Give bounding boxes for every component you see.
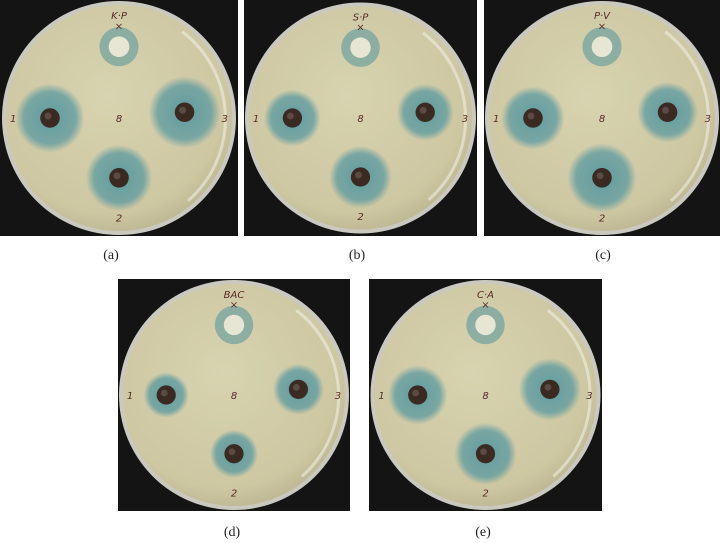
cross-mark: × [115,21,123,32]
reference-disc [223,314,245,336]
petri-dish-photo: C·A × 8 1 2 3 [369,279,602,511]
center-mark: 8 [357,114,363,125]
agar-surface [249,6,472,230]
petri-dish-photo: K·P × 8 1 2 3 [0,0,238,236]
well-label-3: 3 [586,391,592,402]
cross-mark: × [356,23,364,34]
petri-dish-drawing: S·P× 8 1 2 3 [245,2,476,234]
plate-top-label: P·V [594,11,611,22]
panel-caption: (e) [475,525,491,540]
well-highlight [596,172,604,180]
agar-surface [489,5,715,231]
well-label-2: 2 [357,212,363,223]
well-highlight [179,106,186,114]
petri-dish-photo: P·V × 8 1 2 3 [484,0,720,236]
well-highlight [286,112,294,120]
petri-dish-drawing: P·V× 8 1 2 3 [485,1,719,235]
plate-top-label: C·A [477,290,494,301]
plate-top-label: S·P [353,12,370,23]
reference-disc [350,37,371,58]
light-reflection [295,309,341,478]
light-reflection [546,309,592,478]
well-highlight [160,389,168,397]
cross-mark: × [481,300,489,311]
light-reflection [181,30,227,202]
well-label-2: 2 [116,214,122,225]
well-label-1: 1 [10,114,16,125]
well-label-3: 3 [705,114,711,125]
well-label-1: 1 [378,391,384,402]
well-label-1: 1 [493,114,499,125]
well-highlight [293,383,300,391]
reference-disc [591,36,613,58]
petri-dish-drawing: K·P× 8 1 2 3 [2,1,236,235]
center-mark: 8 [482,391,488,402]
well-highlight [480,448,487,456]
petri-dish-photo: S·P × 8 1 2 3 [244,0,477,236]
light-reflection [422,31,468,201]
well-label-3: 3 [462,114,468,125]
well-label-3: 3 [222,114,228,125]
cross-mark: × [598,21,606,32]
well-highlight [412,389,420,397]
panel-caption: (d) [223,525,241,540]
panel-caption: (b) [348,248,366,263]
panel-caption: (a) [103,248,119,263]
cross-mark: × [230,300,238,311]
petri-dish-photo: BAC × 8 1 2 3 [118,279,350,511]
well-highlight [544,383,552,391]
panel-caption: (c) [595,248,611,263]
petri-dish-drawing: C·A× 8 1 2 3 [370,280,601,510]
reference-disc [108,36,130,58]
agar-surface [123,284,345,506]
agar-surface [6,5,232,231]
well-label-2: 2 [231,489,237,500]
light-reflection [664,30,710,202]
center-mark: 8 [599,114,605,125]
well-highlight [228,448,236,456]
plate-top-label: BAC [224,290,245,301]
well-highlight [113,172,121,180]
well-label-1: 1 [253,114,259,125]
well-label-3: 3 [335,391,341,402]
center-mark: 8 [231,391,237,402]
well-highlight [419,106,427,114]
plate-top-label: K·P [111,11,128,22]
well-highlight [527,112,535,120]
center-mark: 8 [116,114,122,125]
petri-dish-drawing: BAC× 8 1 2 3 [119,280,349,510]
well-label-1: 1 [127,391,133,402]
reference-disc [475,314,496,336]
well-label-2: 2 [482,489,488,500]
well-highlight [662,106,669,114]
agar-surface [374,284,597,506]
well-highlight [44,112,52,120]
well-highlight [355,171,362,179]
well-label-2: 2 [599,214,605,225]
